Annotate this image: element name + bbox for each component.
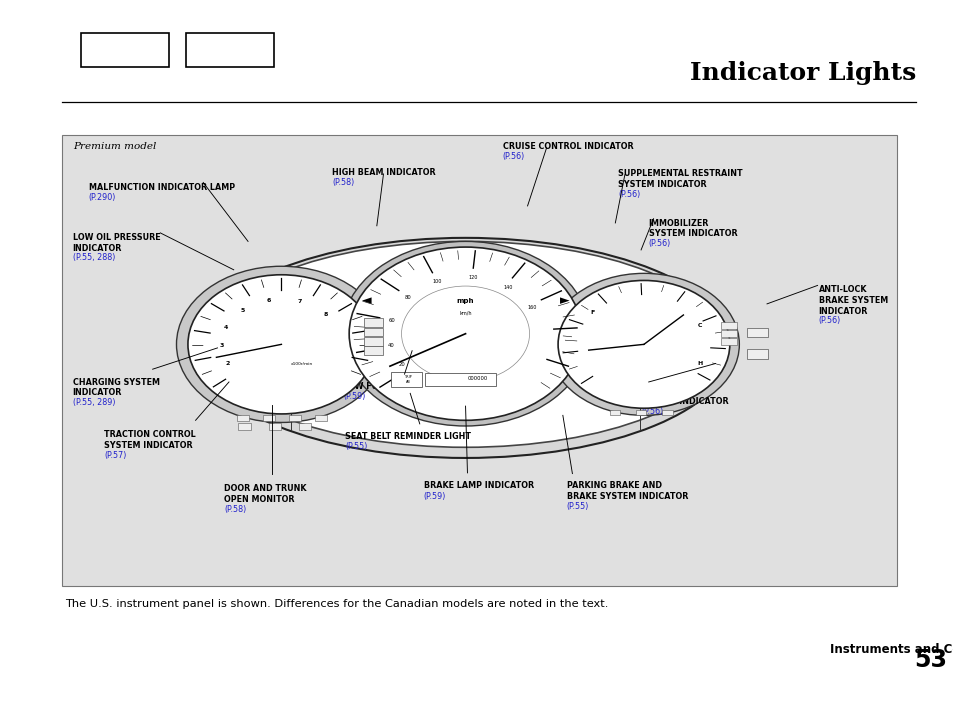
- Bar: [720, 322, 737, 329]
- Text: 7: 7: [297, 300, 302, 305]
- Text: Instruments and Controls: Instruments and Controls: [829, 643, 953, 656]
- Text: (P.57): (P.57): [104, 451, 126, 460]
- Text: LOW OIL PRESSURE
INDICATOR: LOW OIL PRESSURE INDICATOR: [72, 233, 160, 253]
- Circle shape: [558, 280, 729, 408]
- Text: 2: 2: [225, 361, 229, 366]
- Text: Premium model: Premium model: [73, 142, 156, 151]
- Circle shape: [548, 273, 739, 415]
- Text: 160: 160: [527, 305, 537, 310]
- Text: (P.55): (P.55): [345, 442, 367, 451]
- Circle shape: [188, 275, 375, 414]
- Text: 000000: 000000: [467, 376, 488, 381]
- Text: (P.59): (P.59): [343, 392, 365, 401]
- Text: SUPPLEMENTAL RESTRAINT
SYSTEM INDICATOR: SUPPLEMENTAL RESTRAINT SYSTEM INDICATOR: [618, 169, 742, 189]
- Bar: [363, 318, 382, 327]
- Text: 5: 5: [240, 307, 245, 312]
- Text: (P.56): (P.56): [648, 239, 670, 248]
- Bar: [363, 327, 382, 336]
- Text: F: F: [590, 310, 594, 315]
- Text: (P.59): (P.59): [423, 491, 445, 501]
- Text: The U.S. instrument panel is shown. Differences for the Canadian models are note: The U.S. instrument panel is shown. Diff…: [65, 599, 608, 609]
- Text: CRUISE CONTROL INDICATOR: CRUISE CONTROL INDICATOR: [502, 142, 633, 151]
- Text: MALFUNCTION INDICATOR LAMP: MALFUNCTION INDICATOR LAMP: [89, 183, 234, 192]
- Circle shape: [349, 247, 581, 420]
- Text: Indicator Lights: Indicator Lights: [689, 61, 915, 85]
- Text: (P.56): (P.56): [502, 152, 524, 161]
- Circle shape: [341, 241, 589, 426]
- Text: TRACTION CONTROL
SYSTEM INDICATOR: TRACTION CONTROL SYSTEM INDICATOR: [104, 430, 195, 450]
- Text: km/h: km/h: [458, 310, 472, 315]
- Text: 40: 40: [388, 343, 395, 348]
- Text: ◄: ◄: [361, 294, 371, 307]
- Text: C: C: [697, 322, 701, 328]
- Bar: [363, 346, 382, 355]
- Bar: [314, 415, 327, 421]
- Bar: [661, 410, 672, 415]
- Ellipse shape: [198, 238, 732, 458]
- Text: (P.56): (P.56): [640, 407, 662, 416]
- Text: (P.290): (P.290): [89, 193, 116, 202]
- Text: x100r/min: x100r/min: [291, 362, 313, 366]
- Text: BRAKE LAMP INDICATOR: BRAKE LAMP INDICATOR: [423, 481, 533, 491]
- Text: IMMOBILIZER
SYSTEM INDICATOR: IMMOBILIZER SYSTEM INDICATOR: [648, 219, 737, 239]
- Ellipse shape: [208, 241, 722, 447]
- Text: SEAT BELT REMINDER LIGHT: SEAT BELT REMINDER LIGHT: [345, 432, 471, 441]
- Text: ►: ►: [559, 294, 569, 307]
- Bar: [81, 33, 169, 67]
- Text: PARKING BRAKE AND
BRAKE SYSTEM INDICATOR: PARKING BRAKE AND BRAKE SYSTEM INDICATOR: [566, 481, 687, 501]
- Bar: [268, 423, 280, 430]
- Text: H: H: [697, 361, 701, 366]
- Circle shape: [176, 266, 386, 422]
- Bar: [298, 423, 311, 430]
- Bar: [746, 328, 767, 337]
- Bar: [262, 415, 274, 421]
- Text: 60: 60: [389, 317, 395, 322]
- Text: 20: 20: [398, 362, 405, 367]
- Text: 120: 120: [468, 275, 477, 280]
- Text: 8: 8: [323, 312, 328, 317]
- Text: (P.55, 289): (P.55, 289): [72, 398, 115, 408]
- Text: 6: 6: [267, 298, 271, 303]
- Text: (P.55): (P.55): [566, 502, 588, 511]
- Text: (P.58): (P.58): [332, 178, 354, 187]
- Text: SIDE AIRBAG
CUTOFF INDICATOR: SIDE AIRBAG CUTOFF INDICATOR: [640, 386, 728, 406]
- Text: 53: 53: [913, 648, 946, 672]
- Text: 80: 80: [404, 295, 411, 300]
- Bar: [636, 410, 646, 415]
- Text: DOOR AND TRUNK
OPEN MONITOR: DOOR AND TRUNK OPEN MONITOR: [224, 484, 306, 504]
- Text: HIGH BEAM INDICATOR: HIGH BEAM INDICATOR: [332, 168, 436, 177]
- Text: 4: 4: [224, 325, 228, 330]
- Bar: [391, 371, 421, 387]
- Bar: [62, 135, 896, 586]
- Text: LOW FUEL INDICATOR: LOW FUEL INDICATOR: [343, 382, 440, 391]
- Bar: [236, 415, 249, 421]
- Text: (P.56): (P.56): [618, 190, 639, 199]
- Bar: [289, 415, 301, 421]
- Bar: [746, 349, 767, 359]
- Bar: [363, 337, 382, 346]
- Text: CHARGING SYSTEM
INDICATOR: CHARGING SYSTEM INDICATOR: [72, 378, 159, 398]
- Bar: [720, 338, 737, 345]
- Bar: [609, 410, 619, 415]
- Text: 3: 3: [219, 344, 224, 349]
- Text: (P.58): (P.58): [224, 505, 246, 514]
- Bar: [238, 423, 251, 430]
- Text: mph: mph: [456, 297, 474, 304]
- Bar: [720, 329, 737, 337]
- Text: (P.56): (P.56): [818, 317, 840, 325]
- Text: TRIP
AB: TRIP AB: [404, 375, 412, 383]
- Text: ANTI-LOCK
BRAKE SYSTEM
INDICATOR: ANTI-LOCK BRAKE SYSTEM INDICATOR: [818, 285, 887, 316]
- Bar: [424, 373, 496, 386]
- Text: 140: 140: [502, 285, 512, 290]
- Text: (P.55, 288): (P.55, 288): [72, 253, 114, 263]
- Text: 100: 100: [432, 279, 441, 284]
- Bar: [186, 33, 274, 67]
